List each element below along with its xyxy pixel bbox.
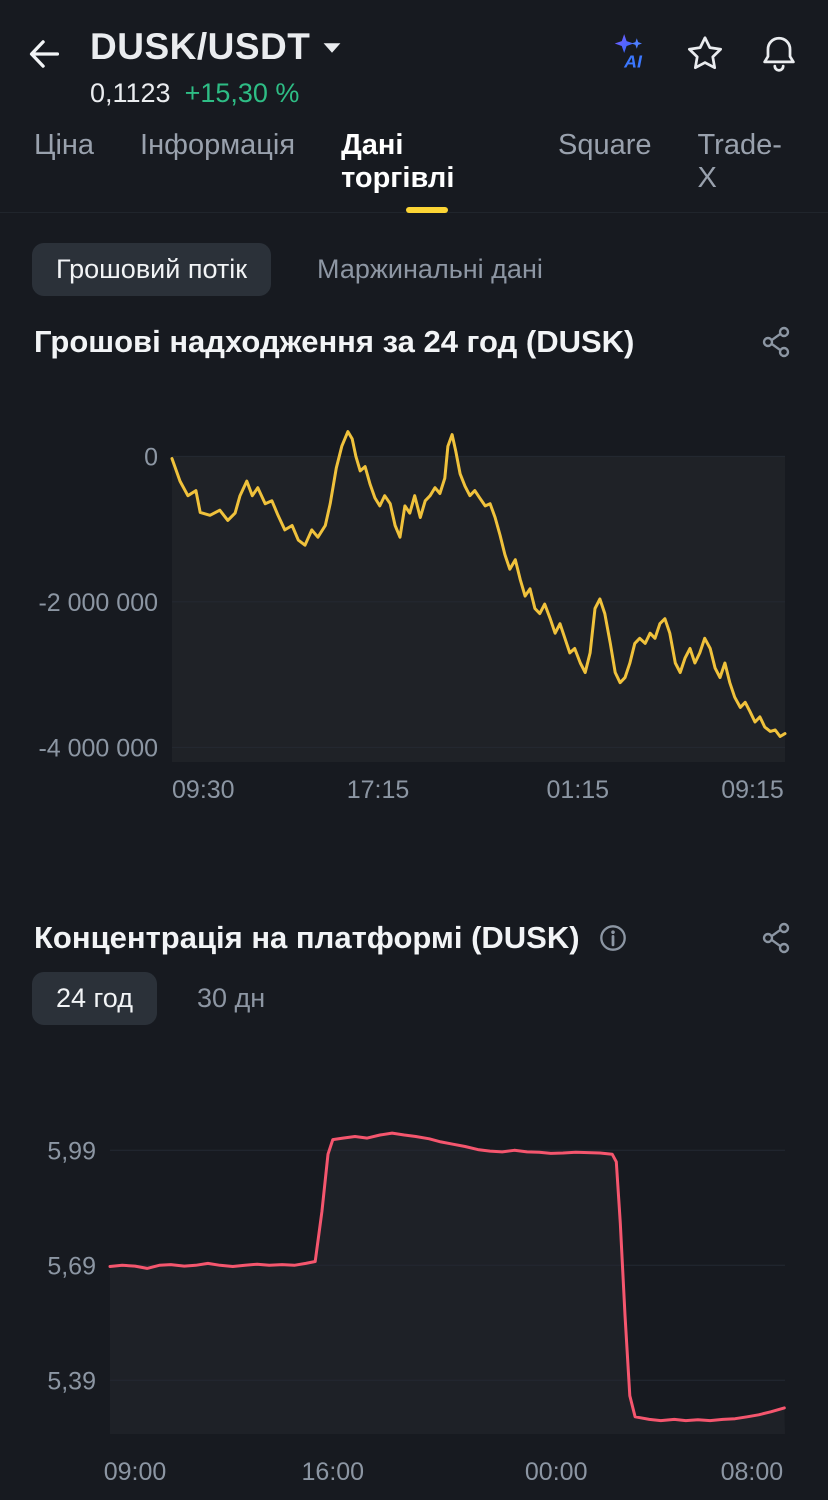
y-axis-label: -4 000 000: [38, 734, 158, 762]
ai-sparkles-icon: AI: [614, 34, 643, 72]
y-axis-label: 5,39: [47, 1367, 96, 1395]
concentration-title: Концентрація на платформі (DUSK): [34, 920, 580, 955]
top-bar: DUSK/USDT 0,1123 +15,30 % AI: [0, 0, 828, 109]
tab-tradex[interactable]: Trade-X: [698, 129, 794, 212]
range-pill-30d[interactable]: 30 дн: [196, 983, 266, 1013]
info-icon: [599, 925, 626, 951]
share-icon: [762, 922, 790, 954]
tab-price[interactable]: Ціна: [34, 129, 94, 212]
tab-trading-data[interactable]: Дані торгівлі: [341, 129, 512, 213]
back-arrow-icon: [29, 40, 60, 68]
x-axis-label: 09:15: [721, 776, 784, 804]
money-flow-title: Грошові надходження за 24 год (DUSK): [34, 324, 635, 359]
concentration-section-header: Концентрація на платформі (DUSK): [0, 920, 828, 956]
concentration-chart: 5,99 5,69 5,39 09:00 16:00 00:00 08:00: [47, 1131, 786, 1486]
back-button[interactable]: [20, 32, 64, 76]
range-selector-row: 24 год 30 дн: [0, 972, 828, 1025]
star-icon: [687, 36, 723, 70]
price-change-badge: +15,30 %: [184, 78, 300, 108]
share-button-money-flow[interactable]: [758, 324, 794, 360]
tab-information-label: Інформація: [140, 129, 296, 161]
top-bar-actions: AI: [610, 32, 800, 74]
x-axis-label: 09:30: [172, 776, 235, 804]
svg-text:AI: AI: [623, 52, 643, 72]
subtab-cash-flow[interactable]: Грошовий потік: [32, 243, 272, 296]
share-icon: [762, 326, 790, 358]
x-axis-label: 01:15: [547, 776, 610, 804]
y-axis-label: 5,99: [47, 1137, 96, 1165]
x-axis-label: 09:00: [104, 1458, 167, 1486]
x-axis-label: 00:00: [525, 1458, 588, 1486]
info-button[interactable]: [596, 921, 630, 955]
share-button-concentration[interactable]: [758, 920, 794, 956]
pair-selector[interactable]: DUSK/USDT: [90, 26, 342, 68]
tab-bar: Ціна Інформація Дані торгівлі Square Tra…: [0, 129, 828, 213]
series-line: [108, 1131, 786, 1423]
x-axis-label: 16:00: [302, 1458, 365, 1486]
y-axis-label: 5,69: [47, 1252, 96, 1280]
last-price: 0,1123: [90, 78, 171, 108]
pair-title: DUSK/USDT: [90, 26, 311, 67]
money-flow-chart: 0 -2 000 000 -4 000 000 09:30 17:15 01:15 09:1…: [38, 430, 787, 804]
subtab-row: Грошовий потік Маржинальні дані: [0, 243, 828, 296]
price-row: 0,1123 +15,30 %: [90, 78, 342, 109]
y-axis-label: 0: [144, 443, 158, 471]
favorite-button[interactable]: [684, 32, 726, 74]
active-tab-underline: [405, 207, 448, 213]
tab-tradex-label: Trade-X: [697, 129, 782, 194]
x-axis-label: 08:00: [721, 1458, 784, 1486]
ai-button[interactable]: AI: [610, 32, 652, 74]
money-flow-section-header: Грошові надходження за 24 год (DUSK): [0, 324, 828, 360]
tab-trading-data-label: Дані торгівлі: [341, 129, 455, 194]
y-axis-label: -2 000 000: [38, 589, 158, 617]
tab-information[interactable]: Інформація: [140, 129, 295, 212]
area-fill: [110, 1133, 785, 1434]
chevron-down-icon: [322, 41, 342, 59]
tab-square-label: Square: [558, 129, 652, 161]
tab-price-label: Ціна: [34, 129, 95, 161]
pair-block: DUSK/USDT 0,1123 +15,30 %: [90, 26, 342, 109]
series-line: [170, 430, 787, 738]
tab-square[interactable]: Square: [558, 129, 652, 212]
x-axis-label: 17:15: [347, 776, 410, 804]
notifications-button[interactable]: [758, 32, 800, 74]
bell-icon: [763, 36, 795, 72]
subtab-margin-data[interactable]: Маржинальні дані: [317, 254, 543, 284]
range-pill-24h[interactable]: 24 год: [32, 972, 157, 1025]
